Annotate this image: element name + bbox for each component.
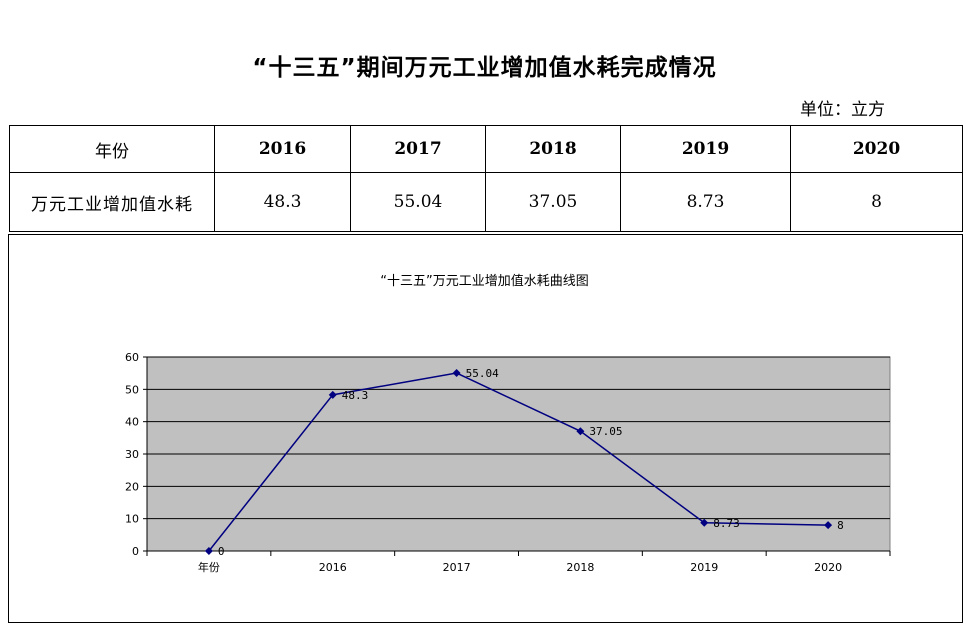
data-point [328, 390, 337, 399]
y-tick-label: 30 [125, 448, 139, 461]
y-tick-label: 40 [125, 416, 139, 429]
table-value-row-label: 万元工业增加值水耗 [9, 172, 215, 232]
y-tick-label: 20 [125, 480, 139, 493]
table-value-cell: 48.3 [214, 172, 351, 232]
chart-title: “十三五”万元工业增加值水耗曲线图 [380, 274, 589, 289]
data-point [576, 427, 585, 436]
data-label: 48.3 [342, 389, 369, 402]
data-point [204, 547, 213, 555]
data-table: 年份 2016 2017 2018 2019 2020 万元工业增加值水耗 48… [9, 125, 963, 232]
data-label: 0 [218, 545, 225, 558]
table-row: 万元工业增加值水耗 48.3 55.04 37.05 8.73 8 [9, 172, 963, 232]
data-point [700, 518, 709, 527]
y-tick-label: 0 [132, 545, 139, 558]
chart-frame [8, 234, 963, 623]
page-title: “十三五”期间万元工业增加值水耗完成情况 [252, 55, 717, 81]
table-value-cell: 37.05 [485, 172, 621, 232]
table-value-cell: 8 [790, 172, 963, 232]
x-tick-label: 2019 [690, 561, 718, 574]
x-tick-label: 2018 [566, 561, 594, 574]
y-tick-label: 10 [125, 513, 139, 526]
y-tick-label: 50 [125, 383, 139, 396]
table-year-cell: 2018 [485, 125, 621, 173]
table-year-cell: 2019 [620, 125, 791, 173]
table-year-cell: 2020 [790, 125, 963, 173]
table-value-cell: 8.73 [620, 172, 791, 232]
table-header-row: 年份 2016 2017 2018 2019 2020 [9, 125, 963, 173]
unit-label: 单位：立方 [800, 100, 885, 120]
x-tick-label: 年份 [198, 560, 220, 574]
data-label: 8.73 [713, 517, 740, 530]
data-point [452, 369, 461, 378]
data-label: 37.05 [589, 425, 622, 438]
data-point [824, 521, 833, 530]
data-label: 55.04 [466, 367, 499, 380]
series-line [208, 372, 829, 552]
table-value-cell: 55.04 [350, 172, 486, 232]
y-tick-label: 60 [125, 351, 139, 364]
x-tick-label: 2016 [319, 561, 347, 574]
x-tick-label: 2020 [814, 561, 842, 574]
x-tick-label: 2017 [443, 561, 471, 574]
data-label: 8 [837, 519, 844, 532]
